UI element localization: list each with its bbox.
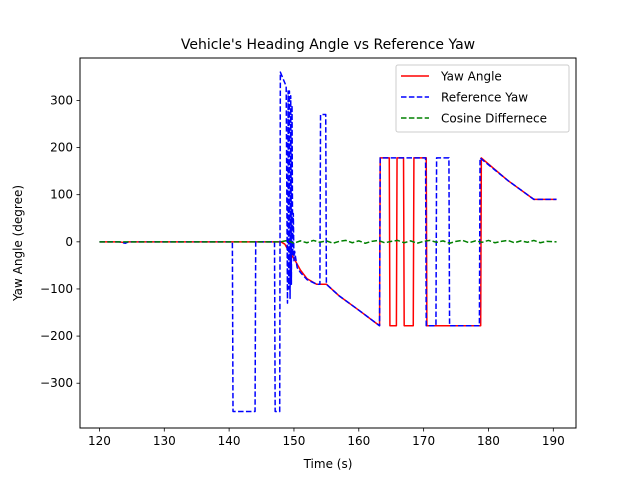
x-tick-label: 150 <box>283 434 306 448</box>
x-tick-label: 170 <box>412 434 435 448</box>
x-tick-label: 120 <box>88 434 111 448</box>
y-tick-label: −200 <box>40 329 73 343</box>
y-axis-ticks: −300 −200 −100 0 100 200 300 <box>40 93 80 390</box>
x-tick-label: 130 <box>153 434 176 448</box>
x-axis-label: Time (s) <box>303 457 353 471</box>
series-line-cosine-differnece <box>99 239 557 244</box>
y-tick-label: 0 <box>65 235 73 249</box>
x-axis-ticks: 120 130 140 150 160 170 180 190 <box>88 428 565 448</box>
plot-frame <box>79 57 577 429</box>
x-tick-label: 190 <box>542 434 565 448</box>
x-tick-label: 140 <box>218 434 241 448</box>
legend-label-cosine-differnece: Cosine Differnece <box>441 112 547 126</box>
legend-label-reference-yaw: Reference Yaw <box>441 91 528 105</box>
legend-box <box>395 64 570 133</box>
y-tick-label: 100 <box>50 188 73 202</box>
x-tick-label: 160 <box>347 434 370 448</box>
y-tick-label: −100 <box>40 282 73 296</box>
y-axis-label: Yaw Angle (degree) <box>11 185 25 302</box>
legend-label-yaw-angle: Yaw Angle <box>440 70 502 84</box>
x-tick-label: 180 <box>477 434 500 448</box>
y-tick-label: −300 <box>40 376 73 390</box>
plot-lines <box>99 71 557 413</box>
y-tick-label: 300 <box>50 93 73 107</box>
chart-title: Vehicle's Heading Angle vs Reference Yaw <box>181 37 475 53</box>
legend: Yaw Angle Reference Yaw Cosine Differnece <box>395 64 570 133</box>
y-tick-label: 200 <box>50 141 73 155</box>
